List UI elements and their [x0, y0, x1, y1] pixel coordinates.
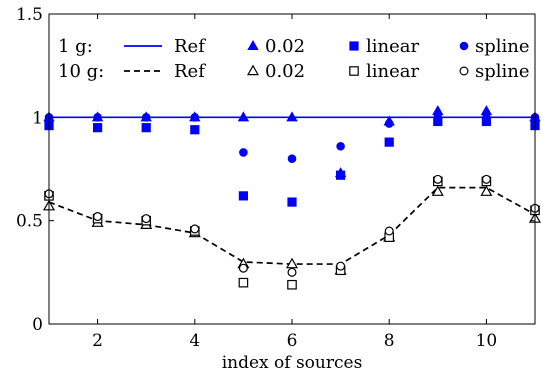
- point-1g-linear: [141, 123, 151, 133]
- x-tick-label: 6: [287, 331, 298, 351]
- ticks-layer: 2 4 6 8 10 0 0.5 1 1.5: [16, 5, 535, 351]
- point-1g-spline: [93, 113, 102, 122]
- legend-linear-10g-marker: [349, 66, 359, 76]
- y-tick-label: 1.5: [16, 5, 43, 25]
- point-10g-spline: [238, 263, 248, 273]
- x-tick-label: 8: [384, 331, 395, 351]
- point-1g-spline: [287, 154, 297, 163]
- legend-row-10g-label: 10 g:: [58, 61, 104, 82]
- legend-spline-10g-marker: [459, 66, 469, 76]
- point-1g-linear: [190, 125, 200, 135]
- point-10g-spline: [433, 174, 443, 184]
- legend-spline-1g-label: spline: [475, 36, 530, 57]
- point-10g-002: [431, 185, 444, 196]
- point-10g-linear: [238, 277, 249, 288]
- legend-ratio-1g-label: 0.02: [265, 36, 305, 57]
- x-tick-label: 10: [476, 331, 498, 351]
- legend-symbols: [124, 39, 469, 76]
- point-1g-linear: [287, 197, 297, 207]
- point-10g-002: [480, 185, 493, 196]
- legend-ratio-1g-marker: [247, 39, 259, 50]
- point-10g-spline: [384, 226, 394, 236]
- point-10g-linear: [287, 279, 297, 290]
- point-1g-spline: [482, 113, 491, 122]
- legend-linear-10g-label: linear: [366, 61, 419, 82]
- legend-row-1g-label: 1 g:: [58, 36, 93, 57]
- point-10g-spline: [141, 214, 151, 224]
- y-tick-label: 1: [32, 108, 43, 128]
- point-1g-002: [286, 111, 298, 122]
- point-10g-spline: [93, 212, 103, 222]
- point-1g-spline: [433, 113, 443, 122]
- plot-layer: [48, 116, 536, 265]
- marks-layer: [42, 105, 541, 290]
- point-10g-spline: [336, 261, 346, 271]
- x-tick-label: 2: [92, 331, 103, 351]
- point-10g-002: [285, 257, 299, 269]
- point-1g-002: [237, 111, 250, 122]
- legend-ref-1g-label: Ref: [174, 36, 206, 57]
- legend: 1 g: 10 g: Ref Ref 0.02 0.02 linear line…: [58, 36, 530, 82]
- point-1g-linear: [335, 170, 346, 180]
- point-1g-spline: [141, 113, 151, 122]
- y-tick-label: 0.5: [16, 212, 43, 232]
- point-1g-linear: [238, 191, 248, 201]
- legend-linear-1g-label: linear: [366, 36, 419, 57]
- legend-ref-10g-label: Ref: [174, 61, 206, 82]
- point-1g-spline: [239, 148, 248, 157]
- point-1g-spline: [384, 119, 394, 128]
- point-10g-spline: [481, 174, 491, 184]
- legend-ratio-10g-label: 0.02: [265, 61, 305, 82]
- y-tick-label: 0: [32, 315, 43, 335]
- point-10g-spline: [190, 224, 200, 234]
- legend-spline-10g-label: spline: [475, 61, 530, 82]
- point-1g-linear: [384, 137, 394, 147]
- point-1g-linear: [93, 123, 103, 133]
- x-tick-label: 4: [189, 331, 200, 351]
- legend-ratio-10g-marker: [246, 64, 260, 76]
- point-10g-spline: [287, 267, 297, 277]
- point-1g-spline: [336, 141, 345, 151]
- legend-spline-1g-marker: [459, 41, 469, 51]
- x-axis-label: index of sources: [222, 353, 363, 373]
- legend-linear-1g-marker: [349, 41, 359, 51]
- point-1g-spline: [190, 113, 200, 122]
